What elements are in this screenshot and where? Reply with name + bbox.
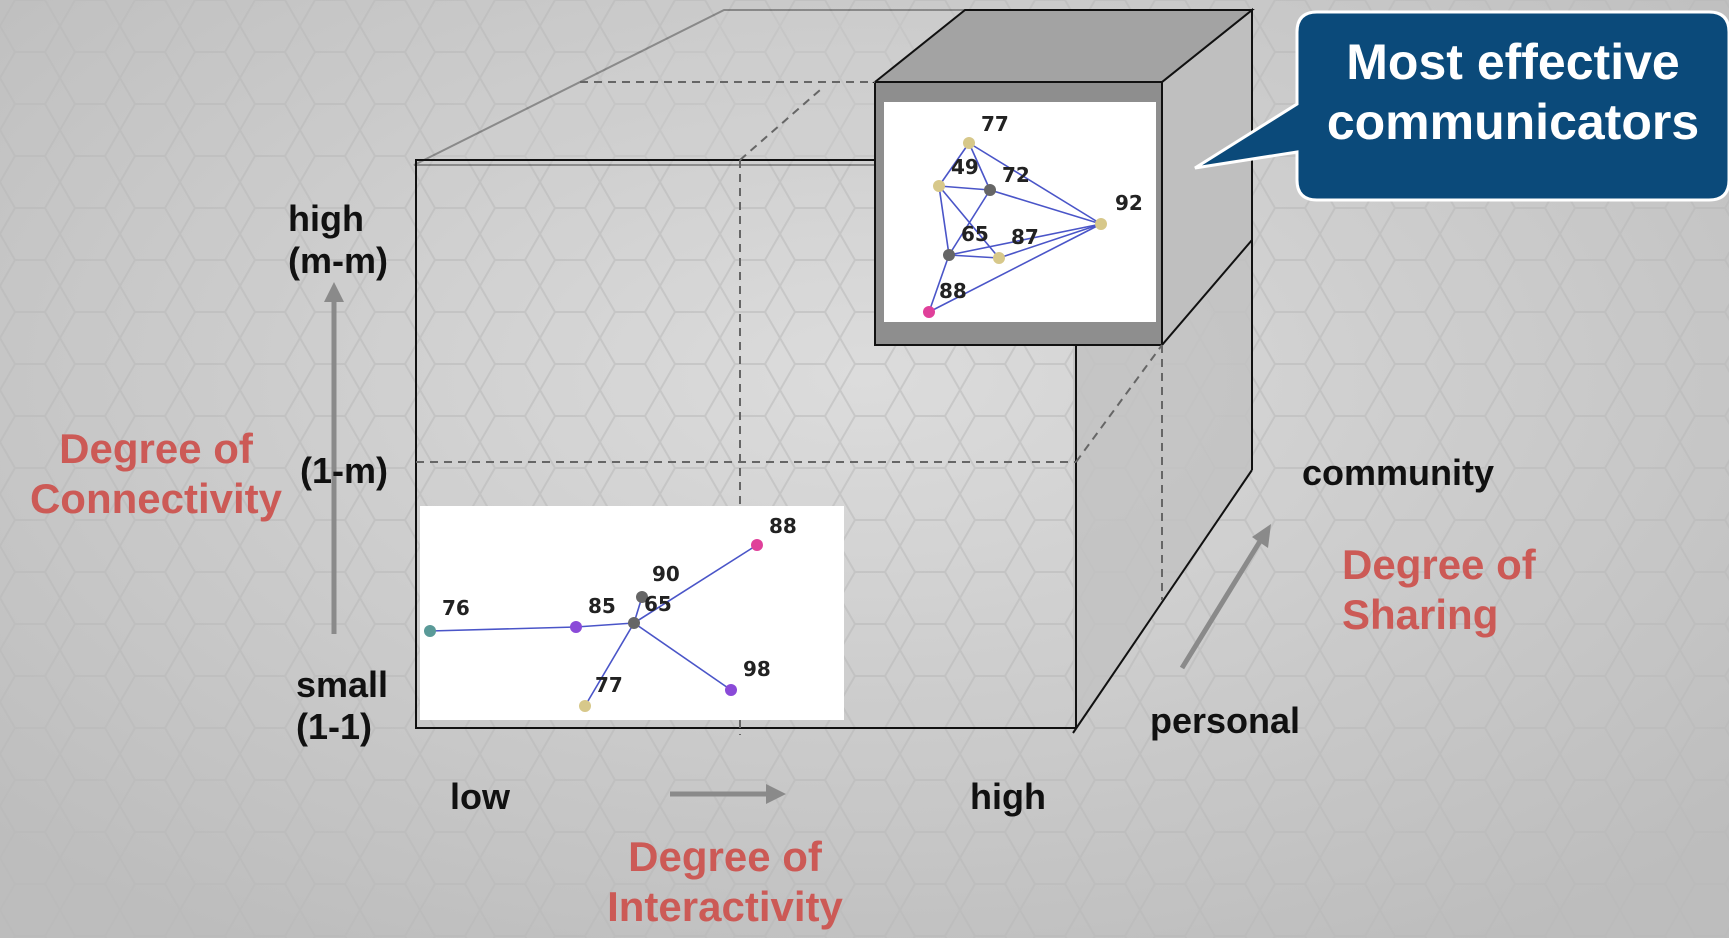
network-node-label: 85 [588,594,616,618]
network-node-88 [751,539,763,551]
network-node-label: 49 [951,155,979,179]
network-node-label: 90 [652,562,680,586]
network-node-72 [984,184,996,196]
network-edge [939,186,990,190]
top-network-panel: 77 49 72 92 65 87 88 [884,102,1156,322]
network-edge [634,623,731,690]
network-node-label: 88 [769,514,797,538]
network-node-98 [725,684,737,696]
sharing-axis-title: Degree of Sharing [1342,540,1536,640]
network-node-88 [923,306,935,318]
network-node-87 [993,252,1005,264]
sharing-low-label: personal [1150,700,1300,742]
network-node-77 [963,137,975,149]
network-node-label: 65 [644,592,672,616]
connectivity-mid-label: (1-m) [300,450,388,492]
network-edge [949,255,999,258]
network-node-49 [933,180,945,192]
network-node-label: 77 [981,112,1009,136]
network-node-65 [943,249,955,261]
network-node-76 [424,625,436,637]
network-node-85 [570,621,582,633]
network-node-label: 77 [595,673,623,697]
network-edge [430,627,576,631]
connectivity-high-label: high (m-m) [288,198,388,282]
network-node-label: 87 [1011,225,1039,249]
network-node-92 [1095,218,1107,230]
network-node-label: 65 [961,222,989,246]
network-edge [576,623,634,627]
network-node-label: 76 [442,596,470,620]
interactivity-low-label: low [450,776,510,818]
network-edge [969,143,1101,224]
interactivity-axis-title: Degree of Interactivity [575,832,875,932]
callout-text: Most effective communicators [1297,32,1729,152]
sharing-arrow [1182,538,1262,668]
bottom-network-graph: 76 85 90 65 88 98 77 [420,506,844,720]
network-node-77 [579,700,591,712]
connectivity-low-label: small (1-1) [296,664,388,748]
network-edge [990,190,1101,224]
sharing-high-label: community [1302,452,1494,494]
network-node-label: 92 [1115,191,1143,215]
connectivity-axis-title: Degree of Connectivity [10,424,302,524]
network-node-65 [628,617,640,629]
interactivity-high-label: high [970,776,1046,818]
network-node-label: 72 [1002,163,1030,187]
network-node-label: 88 [939,279,967,303]
network-node-label: 98 [743,657,771,681]
bottom-network-panel: 76 85 90 65 88 98 77 [420,506,844,720]
